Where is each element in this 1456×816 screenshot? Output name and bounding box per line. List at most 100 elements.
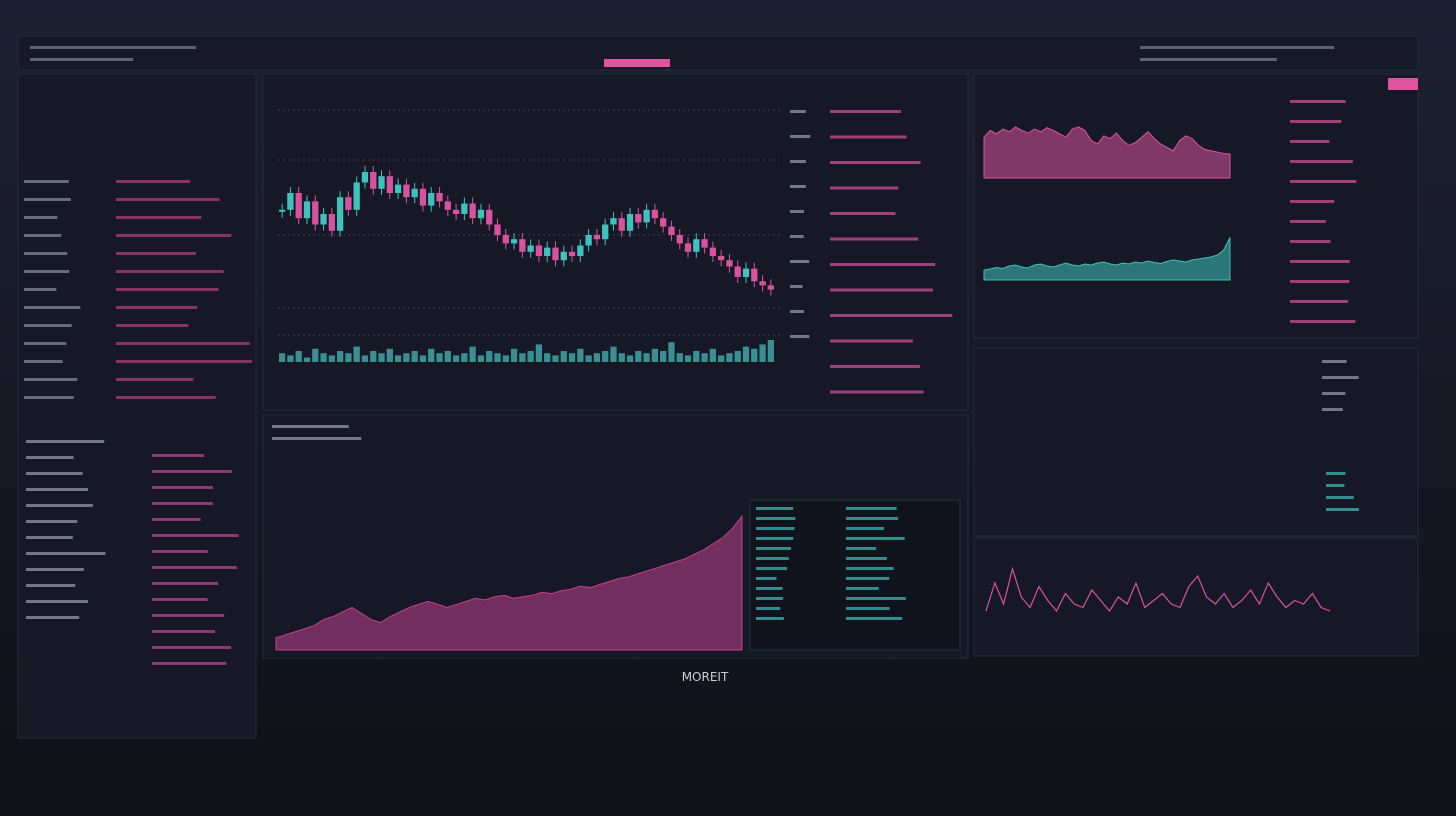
candle bbox=[602, 224, 609, 240]
text-placeholder bbox=[26, 440, 105, 443]
volume-bar bbox=[535, 344, 543, 362]
text-placeholder bbox=[116, 324, 189, 327]
text-placeholder bbox=[830, 288, 933, 292]
text-placeholder bbox=[790, 235, 804, 238]
candle bbox=[287, 193, 294, 210]
volume-bar bbox=[742, 346, 750, 362]
text-placeholder bbox=[756, 587, 783, 590]
volume-bar bbox=[527, 351, 534, 362]
text-placeholder bbox=[116, 180, 191, 183]
volume-bar bbox=[643, 353, 650, 362]
text-placeholder bbox=[790, 210, 804, 213]
candle bbox=[742, 268, 750, 277]
volume-bar bbox=[718, 355, 725, 362]
text-placeholder bbox=[846, 577, 890, 580]
text-placeholder bbox=[152, 550, 208, 553]
candle bbox=[510, 239, 518, 244]
area bbox=[983, 126, 1231, 179]
volume-bar bbox=[751, 348, 758, 362]
candle bbox=[660, 218, 667, 227]
order-book bbox=[749, 499, 961, 651]
right-mid-panel bbox=[973, 347, 1419, 537]
text-placeholder bbox=[1140, 46, 1335, 49]
action-button[interactable] bbox=[1388, 78, 1418, 90]
candle bbox=[370, 172, 377, 189]
candle bbox=[718, 256, 725, 261]
text-placeholder bbox=[116, 342, 250, 345]
candle bbox=[403, 184, 410, 198]
candle bbox=[684, 243, 692, 252]
text-placeholder bbox=[846, 607, 890, 610]
candle bbox=[635, 214, 642, 223]
text-placeholder bbox=[26, 520, 78, 523]
candle bbox=[303, 201, 311, 219]
text-placeholder bbox=[1140, 58, 1277, 61]
volume-bar bbox=[635, 351, 642, 362]
candle bbox=[428, 193, 435, 206]
candle bbox=[585, 235, 592, 246]
text-placeholder bbox=[152, 614, 225, 617]
text-placeholder bbox=[1290, 240, 1331, 243]
volume-bar bbox=[577, 348, 584, 362]
volume-bar bbox=[353, 346, 360, 362]
text-placeholder bbox=[1290, 260, 1350, 263]
volume-bar bbox=[361, 355, 369, 362]
volume-bar bbox=[759, 344, 766, 362]
text-placeholder bbox=[30, 46, 196, 49]
text-placeholder bbox=[756, 537, 794, 540]
text-placeholder bbox=[152, 486, 213, 489]
volume-bar bbox=[419, 355, 427, 362]
text-placeholder bbox=[1322, 392, 1346, 395]
text-placeholder bbox=[24, 306, 81, 309]
text-placeholder bbox=[846, 617, 903, 620]
line bbox=[985, 566, 1331, 613]
candle bbox=[701, 239, 708, 248]
text-placeholder bbox=[1290, 140, 1330, 143]
candle bbox=[361, 172, 369, 183]
volume-bar bbox=[469, 346, 476, 362]
text-placeholder bbox=[756, 507, 794, 510]
text-placeholder bbox=[26, 456, 74, 459]
candle bbox=[544, 247, 551, 256]
volume-bar bbox=[560, 351, 567, 362]
text-placeholder bbox=[1290, 100, 1346, 103]
text-placeholder bbox=[116, 306, 198, 309]
volume-bar bbox=[767, 340, 774, 362]
text-placeholder bbox=[24, 180, 69, 183]
volume-bar bbox=[602, 351, 609, 362]
candle bbox=[519, 239, 526, 252]
volume-bar bbox=[676, 353, 683, 362]
text-placeholder bbox=[26, 600, 88, 603]
volume-bar bbox=[494, 353, 501, 362]
candle bbox=[668, 226, 675, 235]
text-placeholder bbox=[756, 567, 788, 570]
text-placeholder bbox=[1290, 180, 1357, 183]
volume-bar bbox=[386, 348, 393, 362]
top-bar bbox=[17, 35, 1419, 71]
text-placeholder bbox=[152, 566, 237, 569]
candle bbox=[312, 201, 319, 225]
text-placeholder bbox=[152, 470, 232, 473]
volume-bar bbox=[618, 353, 625, 362]
text-placeholder bbox=[790, 135, 811, 138]
text-placeholder bbox=[116, 378, 194, 381]
text-placeholder bbox=[152, 518, 201, 521]
text-placeholder bbox=[1322, 408, 1343, 411]
text-placeholder bbox=[1290, 320, 1356, 323]
candle bbox=[378, 176, 385, 189]
volume-bar bbox=[626, 355, 634, 362]
candle bbox=[477, 209, 485, 219]
text-placeholder bbox=[30, 58, 134, 61]
candle bbox=[643, 209, 650, 223]
candle bbox=[452, 209, 460, 214]
text-placeholder bbox=[24, 270, 70, 273]
volume-bar bbox=[411, 351, 418, 362]
text-placeholder bbox=[24, 396, 74, 399]
candle bbox=[767, 285, 774, 290]
text-placeholder bbox=[116, 396, 216, 399]
text-placeholder bbox=[1290, 220, 1326, 223]
text-placeholder bbox=[846, 507, 897, 510]
text-placeholder bbox=[846, 547, 877, 550]
text-placeholder bbox=[846, 537, 905, 540]
